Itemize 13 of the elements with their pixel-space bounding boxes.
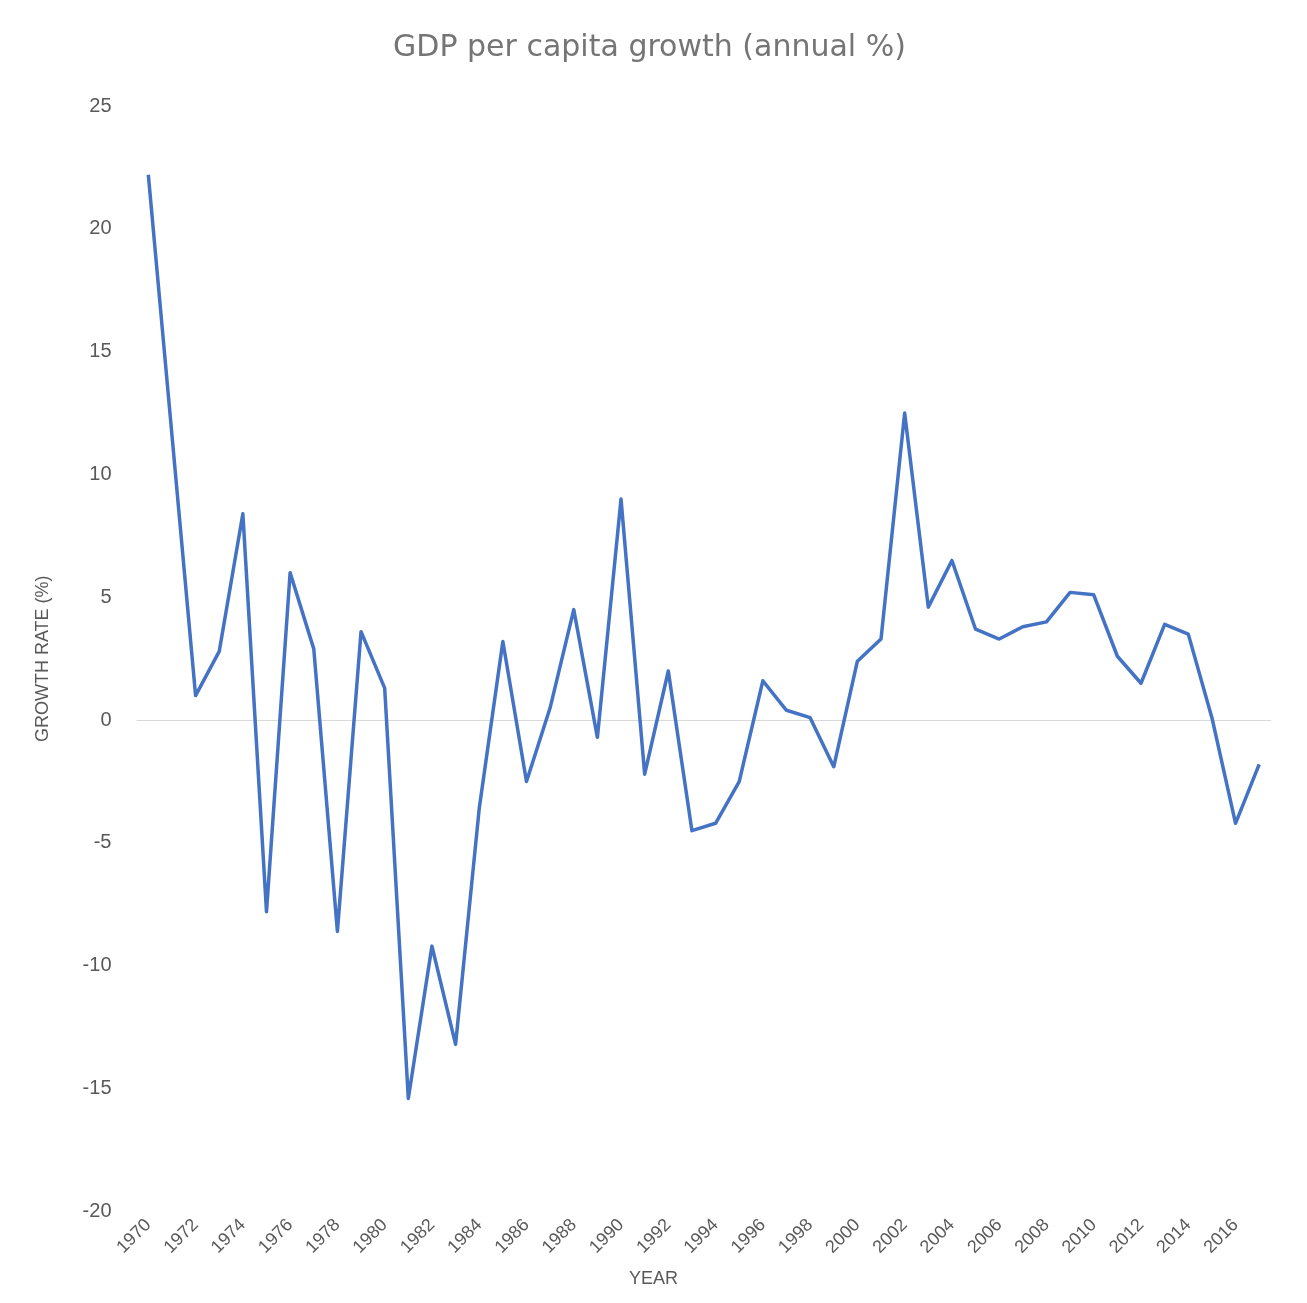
y-tick-label: -10	[82, 953, 112, 976]
y-axis-title: GROWTH RATE (%)	[31, 575, 52, 743]
y-tick-label: -5	[93, 830, 112, 853]
x-axis-title: YEAR	[628, 1268, 679, 1289]
y-tick-label: 0	[100, 707, 112, 730]
y-tick-label: -20	[82, 1198, 112, 1221]
y-tick-label: -15	[82, 1076, 112, 1099]
y-tick-label: 15	[89, 339, 112, 362]
y-tick-label: 10	[89, 461, 112, 484]
y-tick-label: 20	[89, 216, 112, 239]
chart-title: GDP per capita growth (annual %)	[393, 27, 906, 63]
y-tick-label: 25	[89, 93, 112, 116]
y-tick-label: 5	[100, 584, 112, 607]
